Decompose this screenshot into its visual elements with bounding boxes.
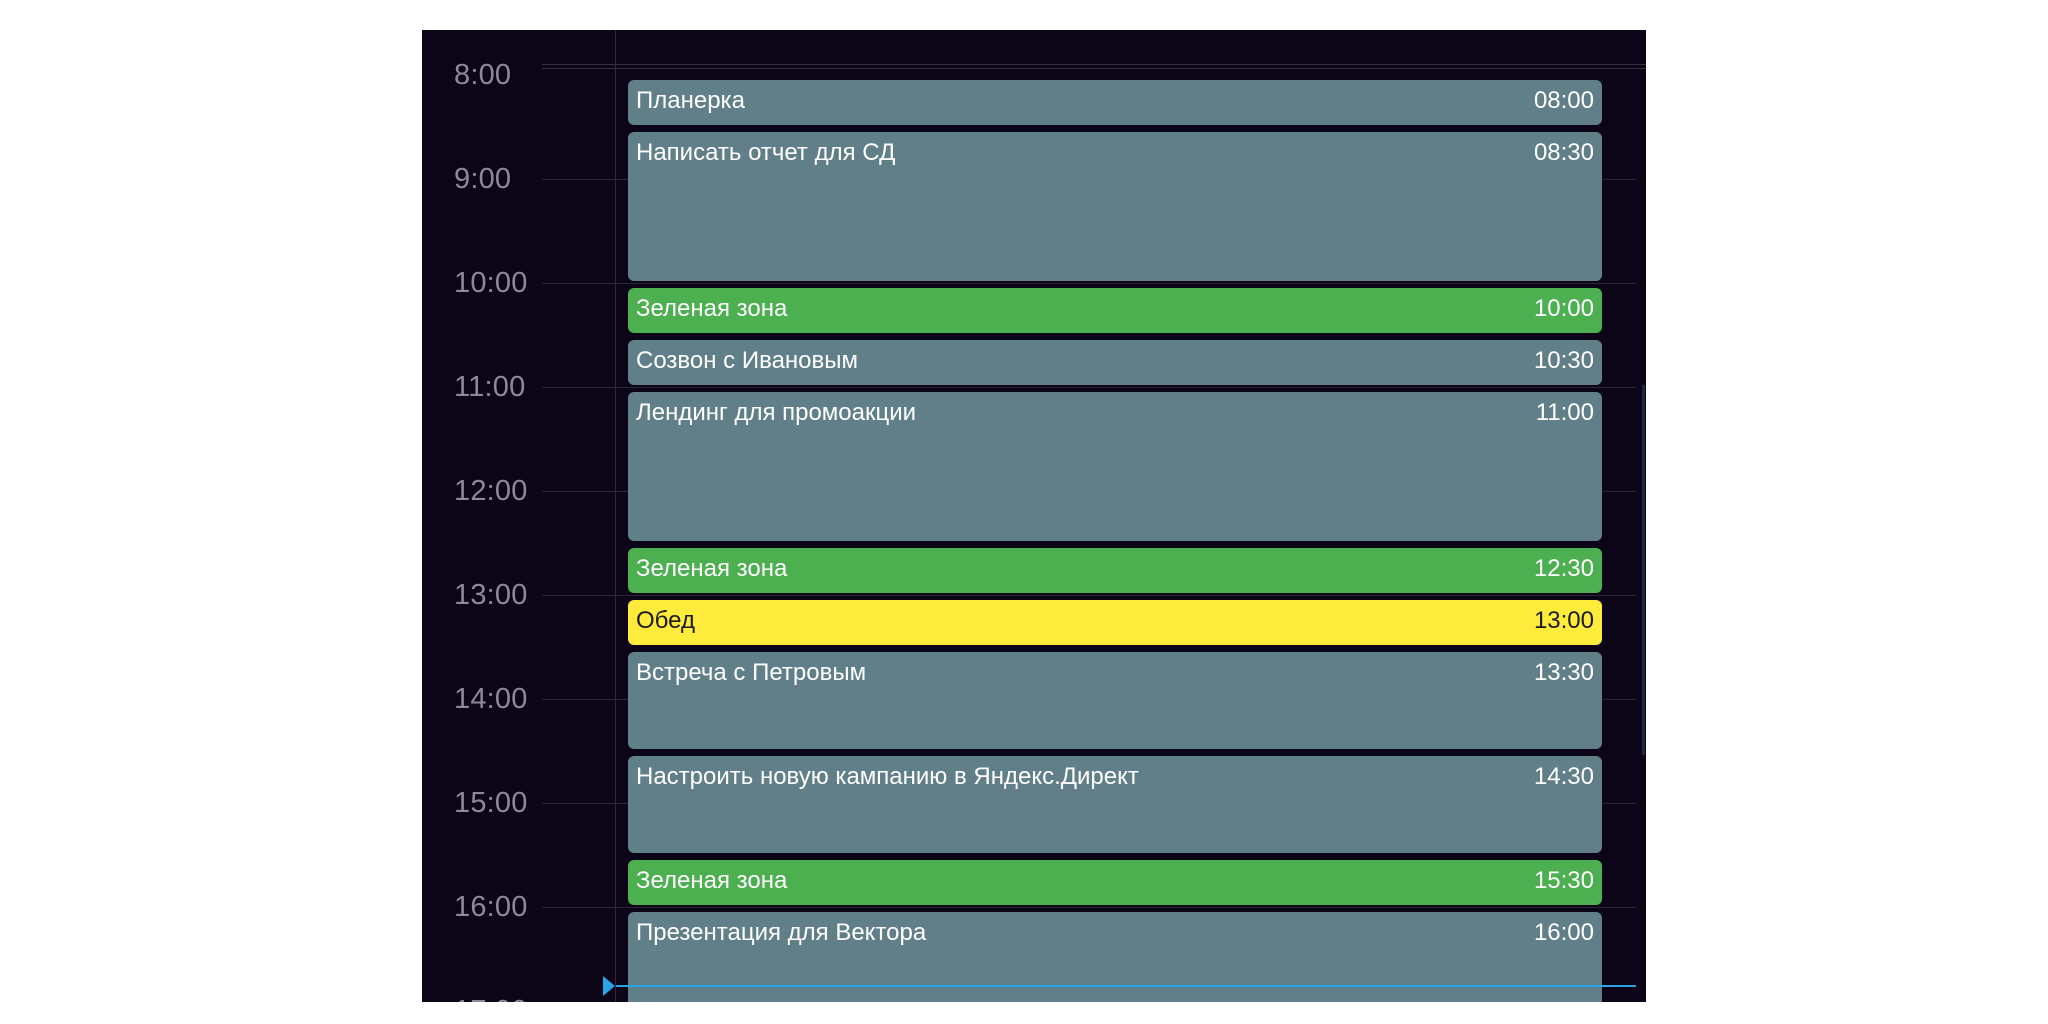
event-block[interactable]: Презентация для Вектора 16:00: [628, 912, 1602, 1002]
event-time: 10:00: [1533, 295, 1594, 322]
event-time: 15:30: [1533, 867, 1594, 894]
event-title: Лендинг для промоакции: [636, 399, 917, 426]
event-time: 13:30: [1533, 659, 1594, 686]
hour-gridline: [542, 907, 1636, 908]
event-title: Презентация для Вектора: [636, 919, 927, 946]
event-block[interactable]: Зеленая зона 10:00: [628, 288, 1602, 333]
hour-label: 17:00: [454, 991, 534, 1002]
hour-label: 12:00: [454, 475, 528, 507]
event-block[interactable]: Зеленая зона 12:30: [628, 548, 1602, 593]
event-block[interactable]: Написать отчет для СД 08:30: [628, 132, 1602, 281]
hour-label: 15:00: [454, 787, 528, 819]
event-time: 14:30: [1533, 763, 1594, 790]
event-title: Зеленая зона: [636, 867, 788, 894]
event-time: 08:30: [1533, 139, 1594, 166]
event-time: 12:30: [1533, 555, 1594, 582]
event-time: 10:30: [1533, 347, 1594, 374]
event-block[interactable]: Созвон с Ивановым 10:30: [628, 340, 1602, 385]
event-title: Обед: [636, 607, 695, 634]
event-time: 08:00: [1533, 87, 1594, 114]
current-time-marker-icon: [603, 976, 615, 996]
event-title: Зеленая зона: [636, 295, 788, 322]
hour-label: 10:00: [454, 267, 528, 299]
event-block[interactable]: Обед 13:00: [628, 600, 1602, 645]
time-gutter-divider: [615, 30, 616, 1002]
event-title: Созвон с Ивановым: [636, 347, 859, 374]
scrollbar[interactable]: [1642, 385, 1645, 755]
hour-gridline: [542, 595, 1636, 596]
hour-gridline: [542, 283, 1636, 284]
event-time: 11:00: [1535, 399, 1594, 426]
current-time-line: [616, 985, 1636, 987]
event-title: Написать отчет для СД: [636, 139, 896, 166]
event-block[interactable]: Зеленая зона 15:30: [628, 860, 1602, 905]
event-block[interactable]: Настроить новую кампанию в Яндекс.Директ…: [628, 756, 1602, 853]
event-block[interactable]: Планерка 08:00: [628, 80, 1602, 125]
event-title: Настроить новую кампанию в Яндекс.Директ: [636, 763, 1139, 790]
all-day-divider: [542, 64, 1646, 65]
event-title: Зеленая зона: [636, 555, 788, 582]
event-time: 16:00: [1533, 919, 1594, 946]
hour-gridline: [542, 387, 1636, 388]
day-calendar[interactable]: 8:00 9:00 10:00 11:00 12:00 13:00 14:00 15:00 16…: [422, 30, 1646, 1002]
event-block[interactable]: Лендинг для промоакции 11:00: [628, 392, 1602, 541]
event-time: 13:00: [1533, 607, 1594, 634]
event-title: Встреча с Петровым: [636, 659, 867, 686]
event-title: Планерка: [636, 87, 745, 114]
hour-label: 14:00: [454, 683, 528, 715]
hour-label: 9:00: [454, 163, 512, 195]
hour-label: 13:00: [454, 579, 528, 611]
hour-label: 11:00: [454, 371, 526, 403]
hour-label: 16:00: [454, 891, 528, 923]
event-block[interactable]: Встреча с Петровым 13:30: [628, 652, 1602, 749]
hour-label: 8:00: [454, 59, 512, 91]
all-day-divider: [542, 68, 1646, 69]
